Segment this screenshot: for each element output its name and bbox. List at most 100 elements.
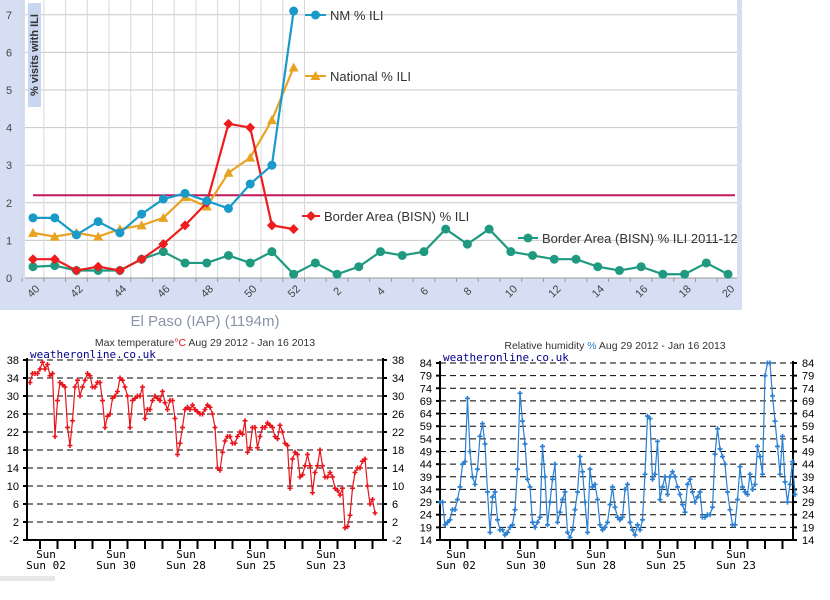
chart-title-part: °C — [174, 337, 186, 349]
source-watermark: weatheronline.co.uk — [443, 351, 569, 364]
data-point — [523, 233, 533, 243]
data-point — [207, 404, 213, 410]
scrollbar-fragment — [0, 576, 55, 581]
data-point — [223, 118, 234, 129]
data-point — [570, 527, 575, 533]
data-point — [71, 265, 82, 276]
data-point — [28, 213, 38, 223]
data-point — [28, 262, 38, 272]
data-point — [542, 474, 548, 480]
data-point — [660, 484, 665, 490]
y-tick-label-left: 6 — [13, 499, 19, 511]
data-point — [287, 485, 293, 491]
y-tick-label-right: -2 — [392, 535, 402, 547]
y-tick-label-right: 69 — [802, 396, 814, 408]
data-point — [55, 398, 60, 403]
y-tick-label: 7 — [6, 10, 12, 22]
data-point — [245, 449, 250, 455]
data-point — [770, 393, 775, 399]
data-point — [255, 445, 260, 451]
data-point — [93, 217, 103, 227]
data-point — [585, 529, 590, 535]
data-point — [682, 509, 688, 515]
data-point — [137, 209, 147, 219]
data-point — [580, 469, 585, 475]
data-point — [180, 258, 190, 268]
y-tick-label-right: 10 — [392, 481, 404, 493]
data-point — [77, 393, 83, 399]
data-point — [310, 71, 321, 80]
data-point — [310, 490, 315, 496]
data-point — [710, 504, 715, 510]
y-tick-label-left: 44 — [420, 459, 432, 471]
data-point — [595, 497, 600, 503]
x-tick-label-top: Sun — [246, 548, 266, 561]
y-tick-label-left: 34 — [7, 373, 19, 385]
data-point — [245, 152, 256, 162]
data-point — [200, 411, 205, 417]
y-tick-label-left: 2 — [13, 517, 19, 529]
data-point — [672, 474, 678, 480]
x-tick-label-top: Sun — [106, 548, 126, 561]
data-point — [665, 491, 670, 497]
data-point — [502, 532, 508, 538]
data-point — [702, 514, 708, 520]
data-point — [315, 463, 320, 469]
data-point — [627, 519, 633, 525]
data-point — [245, 122, 256, 133]
data-point — [490, 494, 495, 500]
data-point — [114, 265, 125, 276]
data-point — [187, 407, 193, 412]
data-point — [528, 250, 538, 260]
x-tick-label-bottom: Sun 30 — [96, 559, 136, 572]
data-point — [605, 519, 610, 525]
data-point — [655, 438, 660, 444]
data-point — [555, 519, 560, 525]
data-point — [460, 461, 465, 467]
data-point — [330, 474, 335, 480]
data-point — [112, 393, 118, 399]
data-point — [440, 499, 445, 505]
data-point — [537, 514, 543, 520]
data-point — [50, 371, 55, 376]
data-point — [492, 489, 498, 495]
y-tick-label-left: 49 — [420, 447, 432, 459]
data-point — [310, 258, 320, 268]
y-tick-label-right: 59 — [802, 421, 814, 433]
y-tick-label: 6 — [6, 47, 12, 59]
y-tick-label-right: 19 — [802, 522, 814, 534]
y-tick-label-right: 26 — [392, 409, 404, 421]
data-point — [270, 425, 275, 430]
data-point — [617, 517, 623, 523]
data-point — [722, 461, 728, 467]
data-point — [275, 436, 280, 442]
data-point — [370, 497, 375, 502]
data-point — [742, 489, 748, 495]
data-point — [266, 220, 277, 231]
data-point — [165, 407, 170, 412]
data-point — [600, 527, 605, 533]
y-tick-label-left: -2 — [9, 535, 19, 547]
data-point — [775, 443, 780, 449]
data-point — [136, 254, 147, 265]
data-point — [740, 484, 745, 490]
data-point — [289, 6, 299, 16]
data-point — [725, 489, 730, 495]
data-point — [500, 527, 505, 533]
x-tick-label-top: Sun — [176, 548, 196, 561]
data-point — [732, 522, 738, 528]
data-point — [42, 366, 48, 372]
data-point — [160, 389, 165, 394]
data-point — [462, 459, 468, 465]
data-point — [210, 411, 215, 417]
data-point — [790, 459, 795, 465]
data-point — [305, 452, 310, 457]
data-point — [158, 247, 168, 257]
data-point — [102, 425, 108, 430]
data-point — [137, 393, 143, 399]
data-point — [472, 481, 478, 487]
data-point — [362, 456, 368, 462]
data-point — [745, 491, 750, 497]
data-point — [202, 258, 212, 268]
